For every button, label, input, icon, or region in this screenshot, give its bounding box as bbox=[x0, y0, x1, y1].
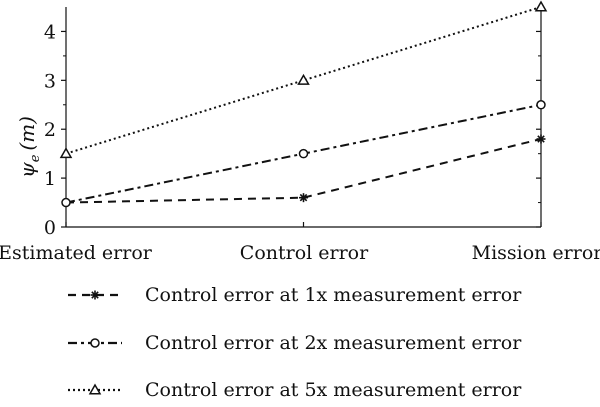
y-axis-label-subscript: e bbox=[28, 154, 43, 162]
x-tick-label: Mission error bbox=[472, 242, 600, 264]
x-tick-label: Control error bbox=[240, 242, 369, 264]
legend-swatch-marker bbox=[90, 290, 100, 300]
legend-swatch-marker bbox=[88, 383, 102, 395]
y-axis-label: ψe (m) bbox=[15, 116, 43, 178]
series-2 bbox=[61, 100, 546, 208]
data-point bbox=[59, 147, 73, 159]
legend-label: Control error at 2x measurement error bbox=[145, 332, 522, 354]
data-point bbox=[298, 148, 309, 159]
legend-label: Control error at 5x measurement error bbox=[145, 379, 522, 401]
y-tick-label: 2 bbox=[44, 119, 56, 141]
data-point bbox=[534, 0, 548, 12]
legend-item: Control error at 2x measurement error bbox=[68, 332, 522, 354]
data-point bbox=[299, 193, 308, 203]
data-point bbox=[61, 197, 71, 208]
y-axis-label-symbol: ψ bbox=[15, 162, 39, 178]
series-1 bbox=[61, 134, 546, 208]
legend-swatch-marker bbox=[90, 338, 100, 348]
legend-label: Control error at 1x measurement error bbox=[145, 284, 522, 306]
legend-item: Control error at 5x measurement error bbox=[68, 379, 522, 401]
x-tick-labels: Estimated error Control error Mission erro… bbox=[0, 222, 600, 264]
series-line bbox=[65, 138, 542, 204]
y-axis-label-unit: (m) bbox=[15, 116, 39, 151]
y-tick-label: 4 bbox=[44, 21, 56, 43]
data-point bbox=[536, 134, 546, 144]
data-point bbox=[297, 73, 310, 85]
series-layer bbox=[59, 0, 548, 208]
legend-item: Control error at 1x measurement error bbox=[68, 284, 522, 306]
y-ticks: 0 1 2 3 4 bbox=[44, 21, 541, 239]
y-tick-label: 1 bbox=[44, 168, 56, 190]
legend: Control error at 1x measurement error Con… bbox=[68, 284, 522, 401]
plot-area: 0 1 2 3 4 Estimated error Control error Missio… bbox=[0, 0, 600, 264]
data-point bbox=[536, 100, 546, 110]
y-tick-label: 0 bbox=[44, 217, 56, 239]
x-tick-label: Estimated error bbox=[0, 242, 153, 264]
y-tick-label: 3 bbox=[44, 70, 56, 92]
series-3 bbox=[59, 0, 548, 159]
